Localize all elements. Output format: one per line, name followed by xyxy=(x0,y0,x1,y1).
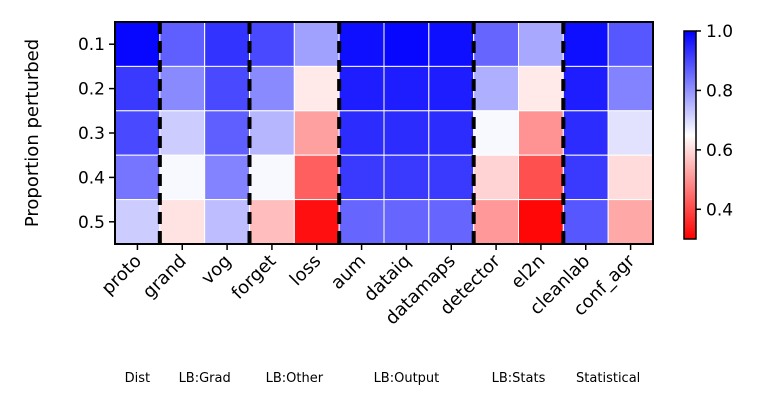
y-axis-ticks: 0.1 0.2 0.3 0.4 0.5 xyxy=(78,35,115,233)
heatmap-cell xyxy=(607,65,654,112)
heatmap-cell xyxy=(383,154,430,201)
y-tick-label: 0.5 xyxy=(78,213,105,233)
colorbar-tick-label: 0.4 xyxy=(706,200,733,220)
heatmap-cell xyxy=(114,199,161,245)
heatmap-cell xyxy=(159,21,206,67)
heatmap-cell xyxy=(114,154,161,201)
heatmap-cell xyxy=(293,199,340,245)
x-tick-label: forget xyxy=(227,251,280,304)
heatmap-cell xyxy=(562,110,609,156)
heatmap-cell xyxy=(114,65,161,112)
y-tick-label: 0.3 xyxy=(78,124,105,144)
heatmap-cell xyxy=(293,65,340,112)
heatmap-cell xyxy=(428,199,475,245)
y-tick-label: 0.2 xyxy=(78,80,105,100)
heatmap-cell xyxy=(204,21,251,67)
heatmap-cell xyxy=(473,21,519,67)
heatmap-cell xyxy=(428,65,475,112)
colorbar: 0.4 0.6 0.8 1.0 xyxy=(683,22,733,240)
heatmap-cell xyxy=(562,21,609,67)
group-label: Dist xyxy=(125,371,151,386)
x-tick-label: loss xyxy=(286,251,325,290)
heatmap-cell xyxy=(338,65,385,112)
heatmap-cell xyxy=(159,65,206,112)
heatmap-cell xyxy=(249,199,295,245)
y-tick-label: 0.4 xyxy=(78,168,105,188)
heatmap-cell xyxy=(518,21,564,67)
colorbar-tick-label: 0.6 xyxy=(706,141,733,161)
heatmap-cell xyxy=(249,21,295,67)
heatmap-cell xyxy=(383,65,430,112)
heatmap-cell xyxy=(383,199,430,245)
heatmap-cell xyxy=(249,110,295,156)
colorbar-gradient xyxy=(683,30,697,240)
group-label: Statistical xyxy=(576,371,640,386)
heatmap-cell xyxy=(562,199,609,245)
heatmap-cell xyxy=(473,199,519,245)
heatmap-cell xyxy=(293,21,340,67)
heatmap-cell xyxy=(518,65,564,112)
heatmap-cell xyxy=(562,65,609,112)
heatmap-cell xyxy=(383,21,430,67)
heatmap-cell xyxy=(428,154,475,201)
heatmap-cell xyxy=(204,199,251,245)
heatmap-cell xyxy=(159,110,206,156)
x-tick-label: grand xyxy=(139,251,191,303)
heatmap-cell xyxy=(159,154,206,201)
heatmap-cell xyxy=(249,65,295,112)
group-label: LB:Stats xyxy=(492,371,546,386)
heatmap-cell xyxy=(383,110,430,156)
heatmap-cell xyxy=(159,199,206,245)
heatmap-cell xyxy=(473,110,519,156)
heatmap-cell xyxy=(249,154,295,201)
heatmap-cell xyxy=(518,199,564,245)
heatmap-cell xyxy=(607,110,654,156)
heatmap-cells xyxy=(114,21,654,245)
heatmap-cell xyxy=(204,110,251,156)
heatmap-cell xyxy=(607,21,654,67)
heatmap-cell xyxy=(204,154,251,201)
group-label: LB:Output xyxy=(374,371,440,386)
group-label: LB:Grad xyxy=(179,371,231,386)
y-axis-label: Proportion perturbed xyxy=(22,39,43,227)
heatmap-cell xyxy=(518,154,564,201)
heatmap-cell xyxy=(428,21,475,67)
colorbar-tick-label: 1.0 xyxy=(706,22,733,42)
group-labels: Dist LB:Grad LB:Other LB:Output LB:Stats Stat… xyxy=(125,371,641,386)
heatmap-cell xyxy=(338,21,385,67)
heatmap-cell xyxy=(518,110,564,156)
x-tick-label: vog xyxy=(197,251,235,289)
heatmap-cell xyxy=(293,110,340,156)
x-tick-label: proto xyxy=(98,251,146,299)
heatmap-cell xyxy=(204,65,251,112)
heatmap-cell xyxy=(338,110,385,156)
group-label: LB:Other xyxy=(266,371,324,386)
heatmap-cell xyxy=(562,154,609,201)
heatmap-cell xyxy=(338,154,385,201)
heatmap-cell xyxy=(428,110,475,156)
heatmap-cell xyxy=(607,154,654,201)
heatmap-cell xyxy=(293,154,340,201)
colorbar-tick-label: 0.8 xyxy=(706,81,733,101)
y-tick-label: 0.1 xyxy=(78,35,105,55)
heatmap-cell xyxy=(338,199,385,245)
heatmap-cell xyxy=(114,110,161,156)
heatmap-cell xyxy=(114,21,161,67)
heatmap-cell xyxy=(473,65,519,112)
heatmap-cell xyxy=(607,199,654,245)
heatmap-cell xyxy=(473,154,519,201)
